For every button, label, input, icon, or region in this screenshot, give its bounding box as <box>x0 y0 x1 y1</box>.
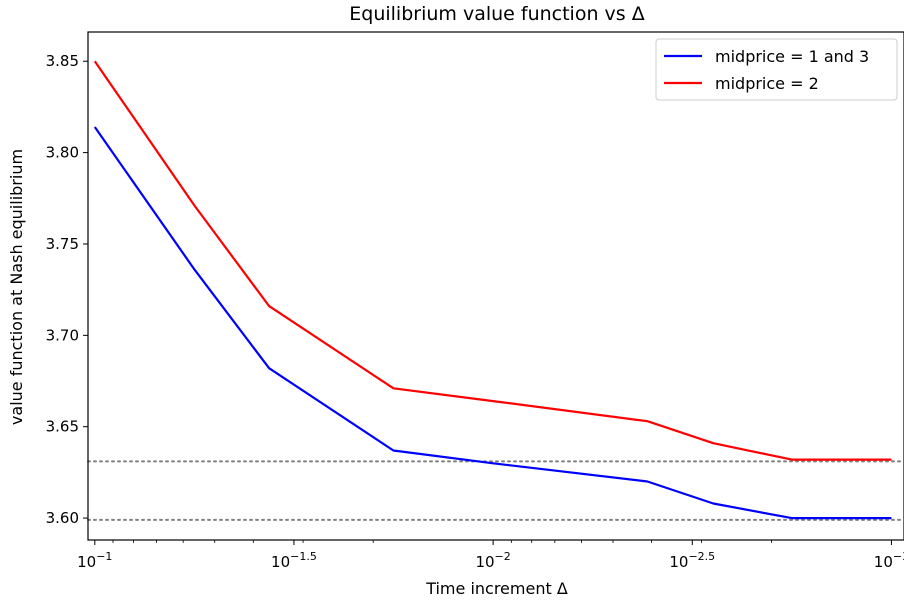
series-line-2 <box>93 60 892 461</box>
plot-frame <box>87 31 904 541</box>
x-tick-label: 10−2.5 <box>669 550 715 571</box>
series-line-1 <box>93 126 892 520</box>
legend-label-1: midprice = 1 and 3 <box>715 47 869 66</box>
y-tick-label: 3.80 <box>46 144 79 162</box>
legend: midprice = 1 and 3 midprice = 2 <box>655 38 898 101</box>
x-tick-label: 10−3 <box>874 550 904 571</box>
x-axis-label: Time increment Δ <box>425 579 568 598</box>
x-tick-label: 10−1.5 <box>271 550 317 571</box>
y-tick-label: 3.70 <box>46 326 79 344</box>
y-tick-label: 3.85 <box>46 52 79 70</box>
y-axis-label: value function at Nash equilibrium <box>7 149 26 425</box>
legend-box <box>655 38 898 101</box>
y-tick-label: 3.60 <box>46 509 79 527</box>
legend-label-2: midprice = 2 <box>715 74 819 93</box>
y-tick-label: 3.75 <box>46 235 79 253</box>
x-tick-label: 10−1 <box>77 550 112 571</box>
y-tick-label: 3.65 <box>46 418 79 436</box>
x-tick-label: 10−2 <box>475 550 510 571</box>
chart-title: Equilibrium value function vs Δ <box>349 3 644 25</box>
